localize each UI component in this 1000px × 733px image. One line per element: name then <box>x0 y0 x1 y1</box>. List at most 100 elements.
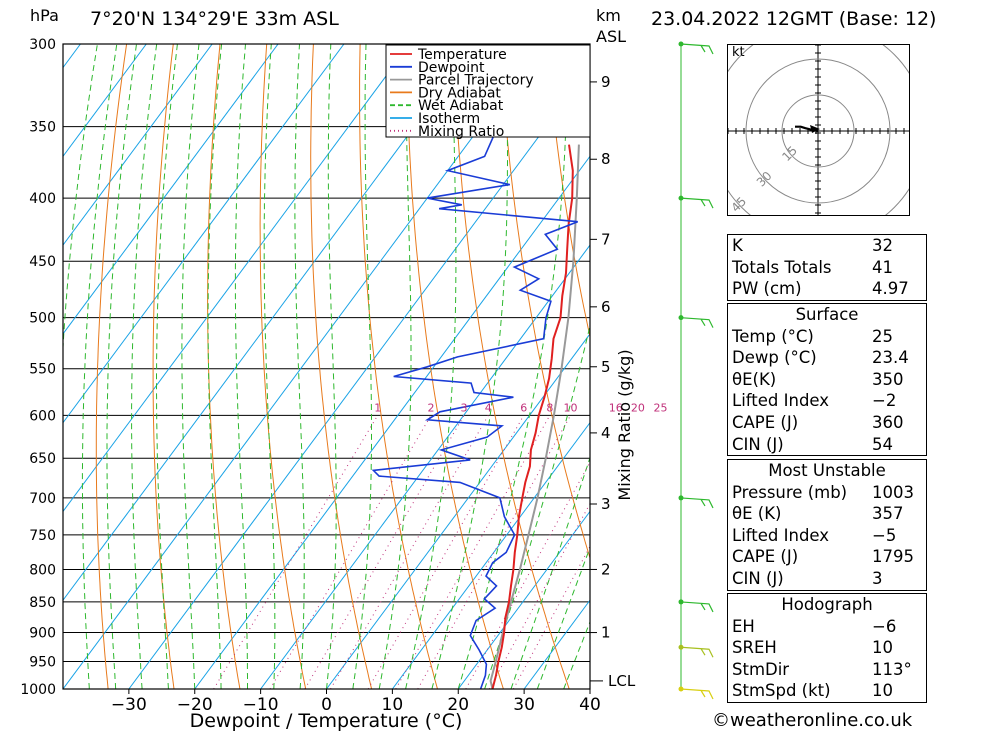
isotherm-line <box>260 244 590 689</box>
mixing-ratio-label: 8 <box>546 401 553 414</box>
dry-adiabat-line <box>95 44 128 689</box>
hodograph-row: SREH 10 <box>732 638 893 658</box>
lcl-label: LCL <box>608 672 636 690</box>
km-tick-label: 2 <box>601 560 611 578</box>
legend-entry: Dry Adiabat <box>418 85 501 101</box>
isotherm-line <box>194 155 590 689</box>
isotherm-line <box>63 44 147 158</box>
wet-adiabat-line <box>106 44 137 689</box>
isotherm-line <box>63 44 542 689</box>
parcel-trajectory-trace <box>489 144 580 689</box>
dry-adiabat-line <box>453 44 570 689</box>
pressure-tick-label: 400 <box>29 191 56 207</box>
mixing-ratio-label: 6 <box>520 401 527 414</box>
wind-barb <box>680 497 714 509</box>
isotherm-line <box>63 44 279 335</box>
wind-barb-marker <box>678 315 684 321</box>
mixing-ratio-label: 2 <box>428 401 435 414</box>
mixing-ratio-label: 10 <box>564 401 578 414</box>
hodograph-row: EH −6 <box>732 616 897 636</box>
km-tick-label: 7 <box>601 230 611 248</box>
wind-barb <box>680 601 714 613</box>
dry-adiabat-line <box>967 44 1000 689</box>
x-tick-label: −10 <box>243 695 279 715</box>
wet-adiabat-line <box>81 44 118 689</box>
wind-barb <box>680 688 714 700</box>
surface-table: Surface Temp (°C) 25 Dewp (°C) 23.4 θE(K) 3… <box>727 303 927 457</box>
legend-entry: Wet Adiabat <box>418 98 504 114</box>
km-tick-label: 9 <box>601 73 611 91</box>
isotherm-line <box>63 44 477 602</box>
isotherm-line <box>457 510 590 689</box>
wet-adiabat-line <box>405 44 457 689</box>
wet-adiabat-line <box>207 44 223 689</box>
pressure-tick-label: 650 <box>29 451 56 467</box>
isotherm-line <box>128 66 590 689</box>
km-tick-label: 4 <box>601 424 611 442</box>
mixing-ratio-label: 20 <box>631 401 645 414</box>
wet-adiabat-line <box>352 44 372 689</box>
surface-title: Surface <box>795 305 859 324</box>
mixing-ratio-label: 1 <box>374 401 381 414</box>
km-tick-label: 5 <box>601 358 611 376</box>
hodograph-ring-label: 15 <box>779 143 800 164</box>
legend-entry: Parcel Trajectory <box>418 73 534 89</box>
wet-adiabat-line <box>294 44 305 689</box>
most-unstable-table: Most Unstable Pressure (mb) 1003 θE (K) 35… <box>727 459 927 591</box>
wet-adiabat-line <box>263 44 276 689</box>
hodograph-title: Hodograph <box>781 595 873 614</box>
dry-adiabat-line <box>207 44 241 689</box>
location-title: 7°20'N 134°29'E 33m ASL <box>90 8 339 30</box>
wet-adiabat-line <box>234 44 248 689</box>
mixing-ratio-line <box>269 415 432 689</box>
datetime-title: 23.04.2022 12GMT (Base: 12) <box>651 8 937 30</box>
dry-adiabat-line <box>259 44 307 689</box>
pressure-tick-label: 800 <box>29 562 56 578</box>
wind-barb <box>680 317 714 328</box>
x-tick-label: −30 <box>111 695 147 715</box>
wet-adiabat-line <box>378 44 412 689</box>
surface-row: CAPE (J) 360 <box>732 412 904 432</box>
pressure-tick-label: 950 <box>29 655 56 671</box>
pressure-tick-label: 500 <box>29 311 56 327</box>
dry-adiabat-line <box>546 44 590 339</box>
site-credit[interactable]: ©weatheronline.co.uk <box>712 710 913 731</box>
x-tick-label: 0 <box>321 695 332 715</box>
mixing-ratio-label: 25 <box>653 401 667 414</box>
isotherm-line <box>391 421 590 689</box>
pressure-tick-label: 750 <box>29 528 56 544</box>
pressure-tick-label: 850 <box>29 595 56 611</box>
x-tick-label: −20 <box>177 695 213 715</box>
legend-entry: Mixing Ratio <box>418 124 504 140</box>
dry-adiabat-line <box>406 44 504 689</box>
hodograph-table: Hodograph EH −6 SREH 10 StmDir 113° StmSpd … <box>727 593 927 703</box>
legend-entry: Isotherm <box>418 111 480 127</box>
wet-adiabat-line <box>536 546 590 689</box>
most-unstable-row: CAPE (J) 1795 <box>732 547 914 567</box>
storm-motion-arrow <box>810 125 820 133</box>
wet-adiabat-line <box>131 44 158 689</box>
asl-label: ASL <box>596 27 627 46</box>
temperature-trace <box>491 144 574 689</box>
isotherm-line <box>63 44 345 424</box>
x-axis-label: Dewpoint / Temperature (°C) <box>190 710 463 732</box>
x-tick-label: 10 <box>382 695 404 715</box>
mixing-ratio-line <box>488 502 590 689</box>
x-tick-label: 30 <box>513 695 535 715</box>
hodograph-ring <box>781 94 855 168</box>
index-row-k: K 32 <box>732 236 893 255</box>
hodograph-ring <box>745 58 891 204</box>
index-row-pw: PW (cm) 4.97 <box>732 279 909 299</box>
legend-entry: Dewpoint <box>418 60 485 76</box>
mixing-ratio-label: 3 <box>461 401 468 414</box>
dry-adiabat-line <box>499 44 590 560</box>
km-tick-label: 3 <box>601 495 611 513</box>
legend-entry: Temperature <box>417 47 507 63</box>
most-unstable-row: Pressure (mb) 1003 <box>732 482 914 502</box>
hodograph-row: StmDir 113° <box>732 659 912 679</box>
dry-adiabat-line <box>921 44 1000 689</box>
surface-row: CIN (J) 54 <box>732 434 893 454</box>
isotherm-line <box>63 44 213 246</box>
hodograph-unit-label: kt <box>732 45 745 60</box>
